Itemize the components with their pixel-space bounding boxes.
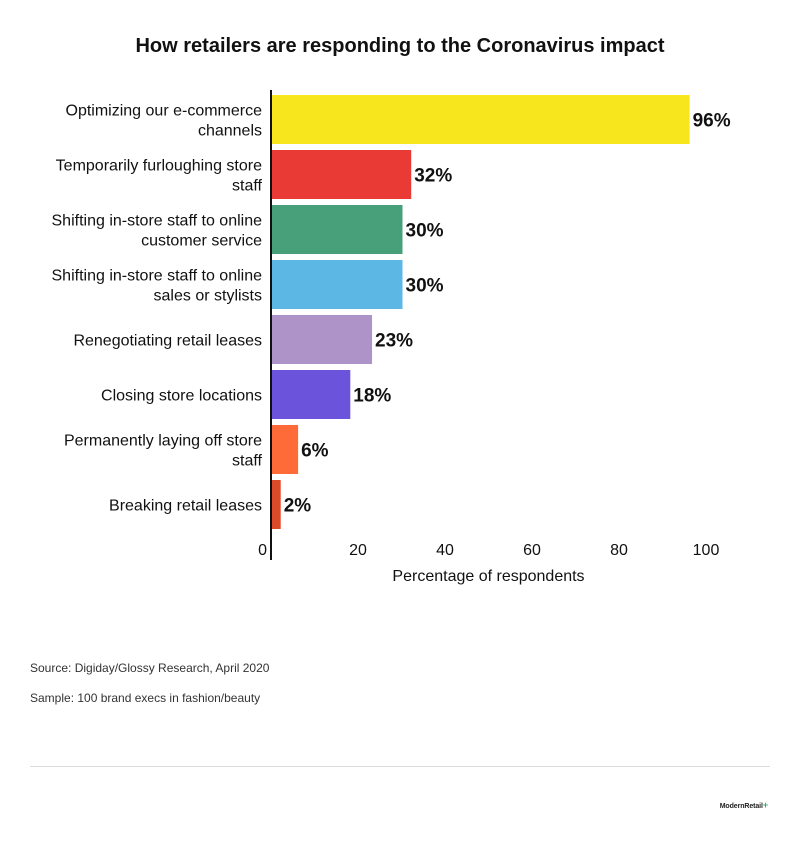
value-label-0: 96%: [693, 111, 731, 132]
brand-name: ModernRetail: [719, 803, 763, 810]
footer-divider: [30, 766, 770, 767]
x-tick-labels-group: 0 20 40 60 80 100: [258, 542, 719, 559]
category-label-line: Closing store locations: [101, 388, 262, 405]
category-labels-group: Optimizing our e-commerce channels Tempora…: [52, 103, 263, 515]
category-label-line: sales or stylists: [154, 288, 262, 305]
value-label-4: 23%: [375, 331, 413, 352]
bars-group: [272, 95, 690, 529]
category-label-5: Closing store locations: [101, 388, 262, 405]
bar-7: [272, 480, 281, 529]
value-label-1: 32%: [414, 166, 452, 187]
x-tick-label-100: 100: [693, 542, 720, 559]
category-label-line: Breaking retail leases: [109, 498, 262, 515]
source-note: Source: Digiday/Glossy Research, April 2…: [30, 661, 270, 675]
category-label-3: Shifting in-store staff to online sales o…: [52, 268, 263, 305]
x-tick-label-0: 0: [258, 542, 267, 559]
category-label-2: Shifting in-store staff to online custome…: [52, 213, 263, 250]
x-tick-label-80: 80: [610, 542, 628, 559]
category-label-line: customer service: [141, 233, 262, 250]
category-label-line: Renegotiating retail leases: [73, 333, 262, 350]
sample-note: Sample: 100 brand execs in fashion/beaut…: [30, 691, 261, 705]
category-label-line: Shifting in-store staff to online: [52, 268, 263, 285]
category-label-line: Optimizing our e-commerce: [66, 103, 263, 120]
x-tick-label-40: 40: [436, 542, 454, 559]
x-tick-label-60: 60: [523, 542, 541, 559]
value-label-5: 18%: [353, 386, 391, 407]
category-label-line: staff: [232, 453, 263, 470]
modern-retail-logo: ModernRetail+: [720, 800, 768, 810]
category-label-0: Optimizing our e-commerce channels: [66, 103, 263, 140]
value-label-6: 6%: [301, 441, 329, 462]
category-label-line: staff: [232, 178, 263, 195]
bar-5: [272, 370, 351, 419]
category-label-7: Breaking retail leases: [109, 498, 262, 515]
category-label-line: Temporarily furloughing store: [56, 158, 262, 175]
chart-title: How retailers are responding to the Coro…: [135, 35, 665, 57]
category-label-1: Temporarily furloughing store staff: [56, 158, 263, 195]
category-label-4: Renegotiating retail leases: [73, 333, 262, 350]
brand-plus-icon: +: [762, 800, 768, 810]
value-label-3: 30%: [406, 276, 444, 297]
bar-6: [272, 425, 299, 474]
bar-0: [272, 95, 690, 144]
category-label-line: Shifting in-store staff to online: [52, 213, 263, 230]
bar-2: [272, 205, 403, 254]
category-label-6: Permanently laying off store staff: [64, 433, 263, 470]
bar-1: [272, 150, 412, 199]
value-labels-group: 96% 32% 30% 30% 23% 18% 6% 2%: [284, 111, 731, 517]
value-label-7: 2%: [284, 496, 312, 517]
bar-3: [272, 260, 403, 309]
category-label-line: Permanently laying off store: [64, 433, 262, 450]
x-axis-title: Percentage of respondents: [392, 568, 584, 585]
value-label-2: 30%: [406, 221, 444, 242]
category-label-line: channels: [198, 123, 262, 140]
bar-chart: Optimizing our e-commerce channels Tempora…: [52, 90, 731, 585]
x-tick-label-20: 20: [349, 542, 367, 559]
bar-4: [272, 315, 373, 364]
